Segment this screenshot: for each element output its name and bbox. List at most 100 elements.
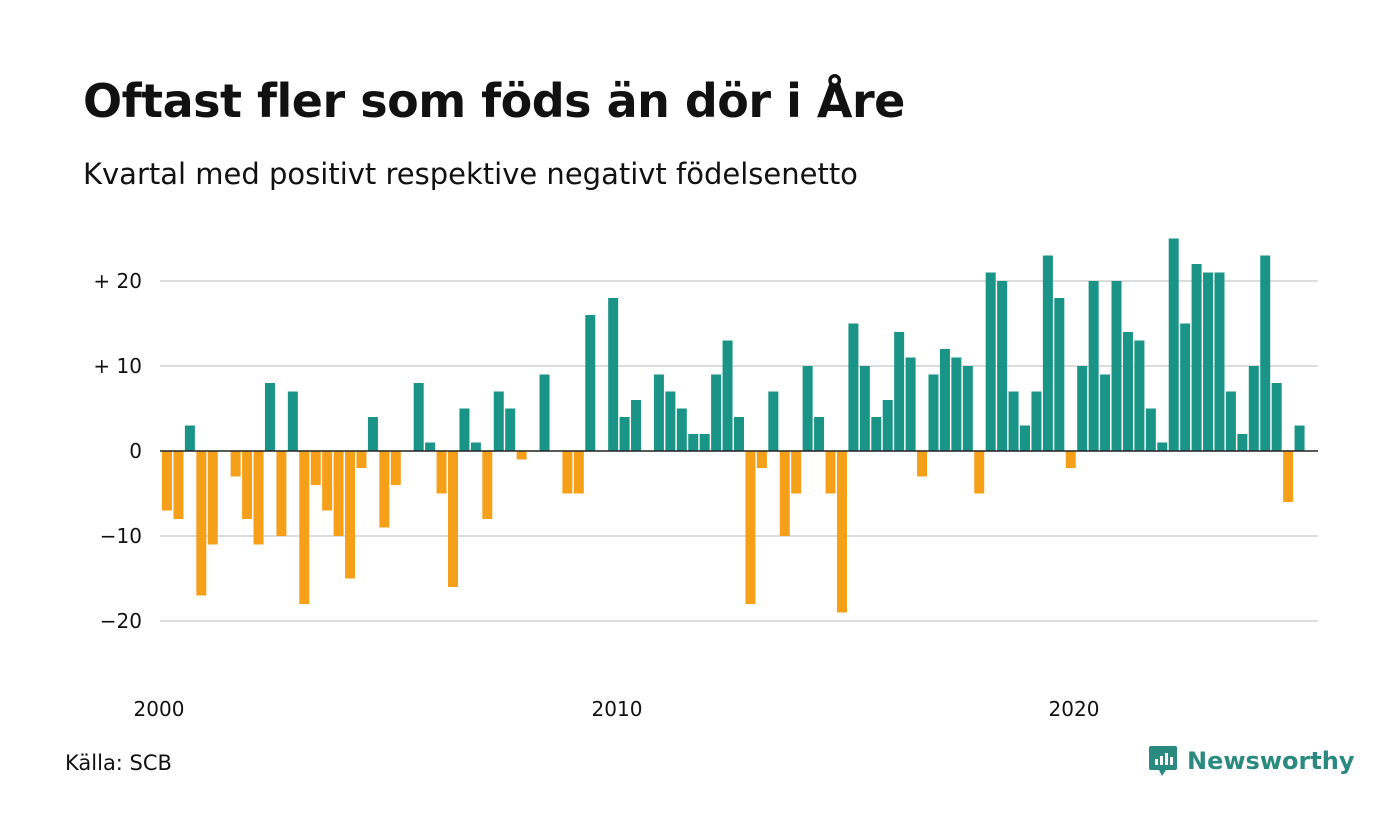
bar-2012-q4	[745, 451, 756, 604]
bar-2018-q3	[1008, 391, 1019, 451]
newsworthy-logo-icon	[1149, 746, 1177, 776]
x-tick-labels: 2000 2010 2020	[134, 697, 1100, 721]
bar-2002-q3	[276, 451, 287, 536]
bar-2017-q4	[974, 451, 985, 494]
bar-2001-q1	[207, 451, 218, 545]
x-tick-label: 2000	[134, 697, 185, 721]
bar-2000-q4	[196, 451, 207, 596]
bar-2001-q3	[230, 451, 241, 477]
bar-2007-q2	[493, 391, 504, 451]
bar-2007-q1	[482, 451, 493, 519]
bar-2021-q3	[1145, 408, 1156, 451]
bar-2000-q2	[173, 451, 184, 519]
bar-2006-q3	[459, 408, 470, 451]
x-tick-label: 2020	[1049, 697, 1100, 721]
bar-2022-q4	[1203, 272, 1214, 451]
bar-2016-q1	[894, 332, 905, 451]
bar-2014-q3	[825, 451, 836, 494]
bar-2013-q3	[779, 451, 790, 536]
bar-2012-q2	[722, 340, 733, 451]
bar-2014-q4	[836, 451, 847, 613]
bar-2007-q3	[505, 408, 516, 451]
bar-2019-q2	[1042, 255, 1053, 451]
bar-2003-q4	[333, 451, 344, 536]
bar-2006-q2	[448, 451, 458, 587]
bar-2017-q3	[962, 366, 973, 451]
bar-2011-q4	[699, 434, 710, 451]
bar-2002-q4	[287, 391, 298, 451]
bar-2004-q3	[367, 417, 378, 451]
bar-2016-q2	[905, 357, 916, 451]
bar-2005-q3	[413, 383, 424, 451]
bar-2023-q2	[1225, 391, 1236, 451]
bar-2010-q1	[619, 417, 630, 451]
bar-2011-q1	[665, 391, 676, 451]
bar-2011-q3	[688, 434, 699, 451]
bar-2009-q4	[608, 298, 619, 451]
bar-2024-q2	[1271, 383, 1282, 451]
bar-2001-q4	[242, 451, 253, 519]
bar-2002-q2	[264, 383, 275, 451]
bar-2019-q1	[1031, 391, 1042, 451]
bar-2013-q4	[791, 451, 802, 494]
y-tick-label: −20	[100, 609, 142, 633]
bar-2016-q3	[917, 451, 928, 477]
bar-2007-q4	[516, 451, 527, 460]
y-tick-label: −10	[100, 524, 142, 548]
bar-2012-q3	[734, 417, 744, 451]
bar-2021-q1	[1122, 332, 1133, 451]
bar-2019-q4	[1065, 451, 1076, 468]
bar-2014-q1	[802, 366, 813, 451]
bar-2023-q3	[1237, 434, 1248, 451]
bar-2009-q2	[585, 315, 596, 451]
bar-2005-q4	[425, 442, 436, 451]
bar-2015-q1	[848, 323, 859, 451]
bar-2018-q1	[985, 272, 996, 451]
bar-2003-q3	[322, 451, 333, 511]
bar-2020-q1	[1077, 366, 1088, 451]
bar-2008-q4	[562, 451, 573, 494]
bar-2009-q1	[573, 451, 584, 494]
bar-2011-q2	[676, 408, 687, 451]
bar-2003-q2	[310, 451, 321, 485]
bar-2020-q4	[1111, 281, 1122, 451]
bar-2022-q1	[1168, 238, 1179, 451]
bar-2017-q1	[939, 349, 950, 451]
bar-2005-q1	[390, 451, 401, 485]
bar-2002-q1	[253, 451, 264, 545]
brand-name: Newsworthy	[1187, 747, 1355, 775]
bar-2003-q1	[299, 451, 310, 604]
bar-2024-q1	[1260, 255, 1271, 451]
bar-2004-q2	[356, 451, 367, 468]
bar-2006-q4	[470, 442, 481, 451]
bar-2017-q2	[951, 357, 962, 451]
chart-title: Oftast fler som föds än dör i Åre	[83, 74, 905, 128]
source-note: Källa: SCB	[65, 751, 172, 775]
bar-2004-q4	[379, 451, 390, 528]
bar-2019-q3	[1054, 298, 1065, 451]
bar-2018-q2	[997, 281, 1008, 451]
bar-2023-q4	[1248, 366, 1259, 451]
y-tick-label: + 10	[93, 354, 142, 378]
bar-2015-q4	[882, 400, 893, 451]
bar-2021-q2	[1134, 340, 1145, 451]
bar-2022-q2	[1180, 323, 1191, 451]
bar-2006-q1	[436, 451, 447, 494]
bar-2015-q3	[871, 417, 882, 451]
bar-2022-q3	[1191, 264, 1202, 451]
y-tick-labels: + 20 + 10 0 −10 −20	[93, 269, 142, 633]
x-tick-label: 2010	[592, 697, 643, 721]
bar-2021-q4	[1157, 442, 1168, 451]
bar-2016-q4	[928, 374, 939, 451]
bar-2020-q2	[1088, 281, 1099, 451]
bar-2020-q3	[1100, 374, 1111, 451]
bar-2024-q4	[1294, 425, 1305, 451]
bar-2004-q1	[345, 451, 356, 579]
bar-2010-q2	[631, 400, 642, 451]
brand-logo: Newsworthy	[1148, 744, 1355, 778]
bar-2024-q3	[1283, 451, 1294, 502]
bar-2013-q2	[768, 391, 779, 451]
bar-2014-q2	[814, 417, 825, 451]
bar-2000-q3	[184, 425, 195, 451]
